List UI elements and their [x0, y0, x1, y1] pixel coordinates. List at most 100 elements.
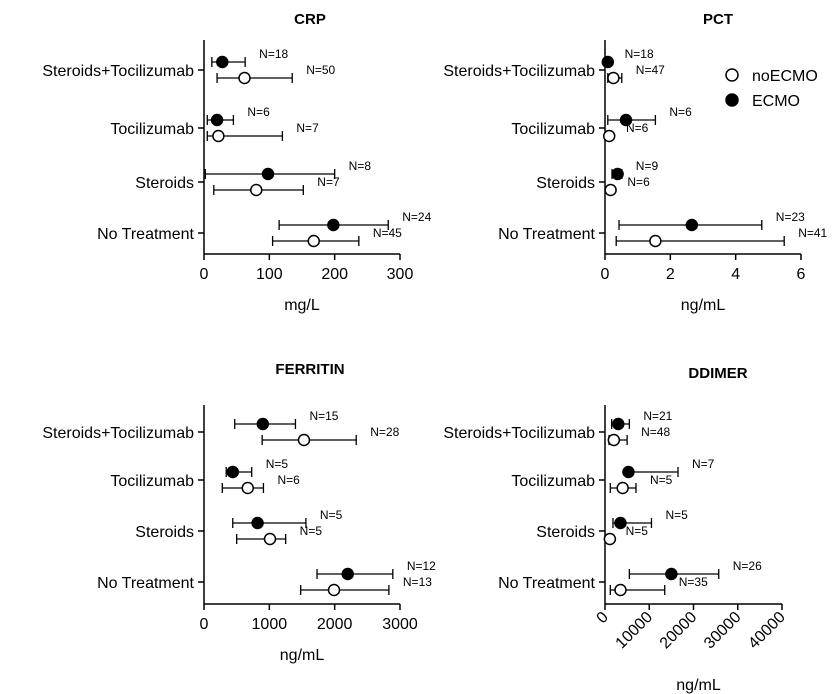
point-noecmo: N=28 [261, 425, 400, 447]
panel-crp: CRP Steroids+Tocilizumab Tocilizumab Steroi… [42, 11, 431, 314]
n-label: N=6 [247, 105, 270, 119]
x-tick-label: 0 [200, 266, 209, 283]
mean-marker-ecmo [256, 417, 270, 431]
n-label: N=12 [407, 559, 436, 573]
n-label: N=28 [370, 425, 399, 439]
point-noecmo: N=45 [271, 226, 402, 248]
n-label: N=50 [306, 63, 335, 77]
n-label: N=26 [733, 559, 762, 573]
x-tick-label: 40000 [745, 609, 789, 653]
x-axis-label: ng/mL [280, 647, 325, 664]
mean-marker-noecmo [649, 234, 662, 248]
category-label: Tocilizumab [511, 473, 595, 490]
x-tick-label: 6 [797, 266, 806, 283]
n-label: N=24 [402, 210, 431, 224]
category-label: No Treatment [97, 575, 194, 592]
point-noecmo: N=7 [213, 175, 340, 197]
mean-marker-noecmo [327, 583, 341, 597]
mean-marker-noecmo [241, 481, 255, 495]
mean-marker-ecmo [210, 113, 224, 127]
category-label: Tocilizumab [110, 121, 194, 138]
x-tick-label: 2000 [317, 616, 353, 633]
point-ecmo: N=6 [607, 105, 692, 127]
x-axis-label: ng/mL [681, 297, 726, 314]
legend: noECMO ECMO [725, 68, 818, 110]
n-label: N=18 [259, 47, 288, 61]
n-label: N=23 [776, 210, 805, 224]
mean-marker-ecmo [327, 218, 340, 232]
point-ecmo: N=6 [206, 105, 270, 127]
point-noecmo: N=5 [609, 473, 673, 495]
n-label: N=6 [277, 473, 300, 487]
mean-marker-noecmo [607, 71, 620, 85]
point-ecmo: N=21 [610, 409, 673, 431]
mean-marker-ecmo [685, 218, 699, 232]
mean-marker-noecmo [297, 433, 311, 447]
n-label: N=7 [296, 121, 319, 135]
point-ecmo: N=9 [611, 159, 659, 181]
mean-marker-noecmo [250, 183, 263, 197]
x-tick-label: 20000 [657, 609, 701, 653]
n-label: N=41 [798, 226, 827, 240]
n-label: N=13 [403, 575, 432, 589]
mean-marker-noecmo [604, 183, 617, 197]
n-label: N=18 [625, 47, 654, 61]
point-noecmo: N=47 [607, 63, 665, 85]
panel-title: DDIMER [688, 365, 747, 382]
n-label: N=7 [317, 175, 340, 189]
n-label: N=9 [636, 159, 659, 173]
n-label: N=15 [309, 409, 338, 423]
n-label: N=5 [665, 508, 688, 522]
n-label: N=47 [636, 63, 665, 77]
mean-marker-ecmo [619, 113, 633, 127]
n-label: N=5 [650, 473, 673, 487]
point-ecmo: N=18 [601, 47, 654, 69]
x-tick-label: 100 [256, 266, 283, 283]
n-label: N=5 [320, 508, 343, 522]
point-noecmo: N=41 [615, 226, 828, 248]
point-ecmo: N=7 [622, 457, 715, 479]
point-ecmo: N=8 [204, 159, 371, 181]
mean-marker-ecmo [216, 55, 229, 69]
point-noecmo: N=50 [216, 63, 336, 85]
point-ecmo: N=24 [278, 210, 432, 232]
x-tick-label: 30000 [701, 609, 745, 653]
panel-title: PCT [703, 11, 733, 28]
point-noecmo: N=5 [603, 524, 649, 546]
mean-marker-ecmo [611, 167, 624, 181]
mean-marker-ecmo [341, 567, 354, 581]
point-ecmo: N=5 [232, 508, 343, 530]
mean-marker-ecmo [226, 465, 239, 479]
panel-pct: PCT Steroids+Tocilizumab Tocilizumab Steroi… [443, 11, 827, 314]
mean-marker-noecmo [307, 234, 321, 248]
point-ecmo: N=26 [628, 559, 762, 581]
category-label: Steroids [135, 524, 194, 541]
point-noecmo: N=13 [300, 575, 432, 597]
category-label: No Treatment [498, 575, 595, 592]
category-label: Tocilizumab [110, 473, 194, 490]
panel-ddimer: DDIMER Steroids+Tocilizumab Tocilizumab Ste… [443, 365, 789, 694]
mean-marker-ecmo [601, 55, 615, 69]
point-ecmo: N=23 [618, 210, 805, 232]
category-label: Tocilizumab [511, 121, 595, 138]
x-tick-label: 10000 [613, 609, 657, 653]
mean-marker-ecmo [622, 465, 635, 479]
n-label: N=5 [626, 524, 649, 538]
point-noecmo: N=6 [604, 175, 650, 197]
x-tick-label: 3000 [382, 616, 418, 633]
category-label: Steroids+Tocilizumab [42, 63, 194, 80]
mean-marker-noecmo [238, 71, 251, 85]
category-label: Steroids [536, 175, 595, 192]
x-axis-label: mg/L [284, 297, 320, 314]
point-noecmo: N=6 [602, 121, 649, 143]
mean-marker-noecmo [616, 481, 629, 495]
legend-noecmo-marker [725, 68, 739, 82]
mean-marker-noecmo [603, 532, 617, 546]
mean-marker-noecmo [263, 532, 277, 546]
n-label: N=6 [626, 121, 649, 135]
mean-marker-ecmo [612, 417, 625, 431]
n-label: N=21 [643, 409, 672, 423]
legend-ecmo-marker [725, 93, 739, 107]
n-label: N=48 [641, 425, 670, 439]
